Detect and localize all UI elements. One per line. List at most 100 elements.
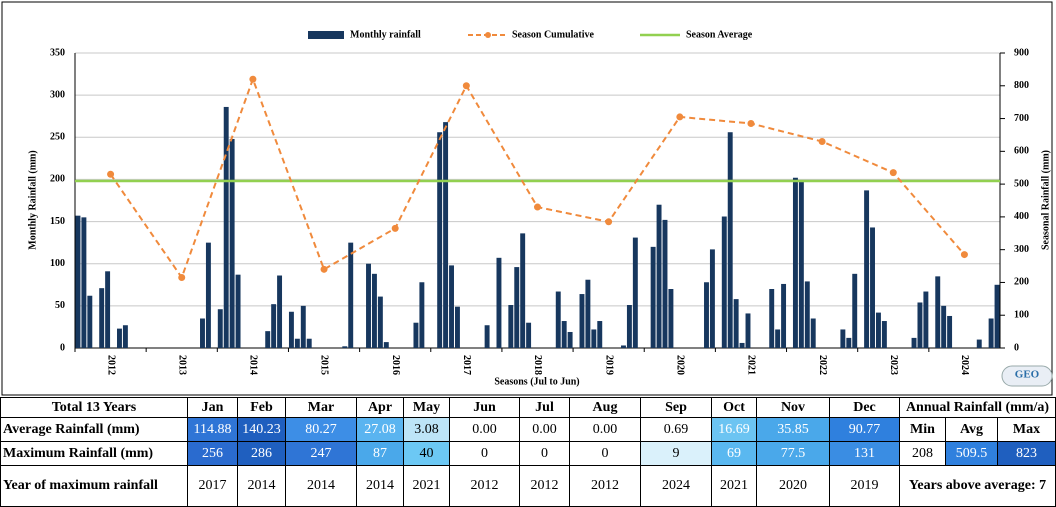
bar (810, 318, 816, 348)
table-cell: May (404, 397, 450, 418)
bar (792, 177, 798, 348)
y2-axis-title: Seasonal Rainfall (mm) (1040, 150, 1051, 250)
bar (235, 274, 241, 348)
bar (294, 338, 300, 348)
logo: GEO (1001, 365, 1053, 387)
table-cell: 247 (286, 442, 357, 466)
y2-tick-label: 300 (1014, 244, 1029, 255)
bar (650, 246, 656, 348)
table-cell: Nov (757, 397, 830, 418)
bar (840, 329, 846, 348)
table-cell: 3.08 (404, 418, 450, 442)
table-cell: 140.23 (238, 418, 286, 442)
bar (626, 305, 632, 348)
bar (443, 122, 449, 348)
table-cell: 0.69 (641, 418, 712, 442)
bar (994, 284, 1000, 348)
y-tick-label: 100 (50, 258, 65, 269)
table-cell: Min (900, 418, 946, 442)
season-cumulative-point (676, 113, 684, 121)
table-cell: 0.00 (570, 418, 641, 442)
bar (745, 313, 751, 348)
bar (911, 337, 917, 348)
table-cell: Jun (450, 397, 520, 418)
y-tick-label: 300 (50, 89, 65, 100)
bar (721, 216, 727, 348)
x-tick-label: 2018 (532, 355, 543, 375)
season-cumulative-point (818, 138, 826, 145)
bar (271, 304, 277, 348)
table-cell: 16.69 (712, 418, 757, 442)
bar (781, 283, 787, 348)
table-cell: 80.27 (286, 418, 357, 442)
table-cell: 9 (641, 442, 712, 466)
bar (81, 217, 87, 348)
x-tick-label: 2014 (248, 355, 259, 375)
bar (561, 321, 567, 348)
table-cell: Year of maximum rainfall (0, 466, 188, 507)
bar (846, 337, 852, 348)
season-cumulative-point (178, 274, 186, 282)
chart-border (1, 1, 1053, 396)
table-cell: 256 (188, 442, 238, 466)
season-cumulative-point (107, 170, 115, 178)
bar (579, 294, 585, 348)
y2-tick-label: 700 (1014, 113, 1029, 124)
bar (75, 215, 81, 348)
y-tick-label: 150 (50, 216, 65, 227)
table-cell: 2014 (238, 466, 286, 507)
season-cumulative-line (109, 76, 966, 280)
table-cell: Sep (641, 397, 712, 418)
bar (875, 312, 881, 348)
bar (585, 279, 591, 348)
bar (727, 132, 733, 348)
bar (520, 233, 526, 348)
y-tick-label: 250 (50, 132, 65, 143)
x-tick-label: 2020 (675, 355, 686, 375)
y-tick-label: 200 (50, 174, 65, 185)
bar (597, 321, 603, 348)
x-tick-label: 2016 (390, 355, 401, 375)
bar (709, 249, 715, 348)
table-cell: 2012 (450, 466, 520, 507)
y-tick-label: 350 (50, 47, 65, 58)
table-cell: Jul (520, 397, 570, 418)
y2-tick-label: 800 (1014, 80, 1029, 91)
legend-label: Season Cumulative (512, 29, 595, 40)
table-cell: Jan (188, 397, 238, 418)
bar (923, 291, 929, 348)
table-cell: 27.08 (357, 418, 404, 442)
bar (87, 295, 93, 348)
table-cell: 2012 (570, 466, 641, 507)
y2-tick-label: 400 (1014, 211, 1029, 222)
y2-tick-label: 900 (1014, 47, 1029, 58)
table-cell: 286 (238, 442, 286, 466)
bar (662, 219, 668, 348)
table-cell: Max (998, 418, 1056, 442)
bar (454, 306, 460, 348)
table-cell: 87 (357, 442, 404, 466)
bar (798, 181, 804, 348)
bar (935, 276, 941, 348)
bar (217, 309, 223, 348)
y2-tick-label: 200 (1014, 277, 1029, 288)
bar (988, 318, 994, 348)
table-cell: 40 (404, 442, 450, 466)
season-cumulative-point (534, 203, 541, 211)
table-cell: 0.00 (520, 418, 570, 442)
bar (449, 265, 454, 348)
bar (383, 342, 389, 348)
legend-label: Season Average (686, 29, 753, 40)
bar (739, 342, 745, 348)
y-axis-title: Monthly Rainfall (mm) (27, 150, 38, 249)
x-tick-label: 2023 (888, 355, 899, 375)
table-cell: 208 (900, 442, 946, 466)
bar (870, 227, 875, 348)
table-cell: 69 (712, 442, 757, 466)
bar (306, 338, 312, 348)
table-cell: 2021 (404, 466, 450, 507)
x-tick-label: 2017 (461, 355, 472, 375)
season-cumulative-point (747, 119, 755, 127)
table-cell: Avg (946, 418, 998, 442)
bar (377, 296, 383, 348)
